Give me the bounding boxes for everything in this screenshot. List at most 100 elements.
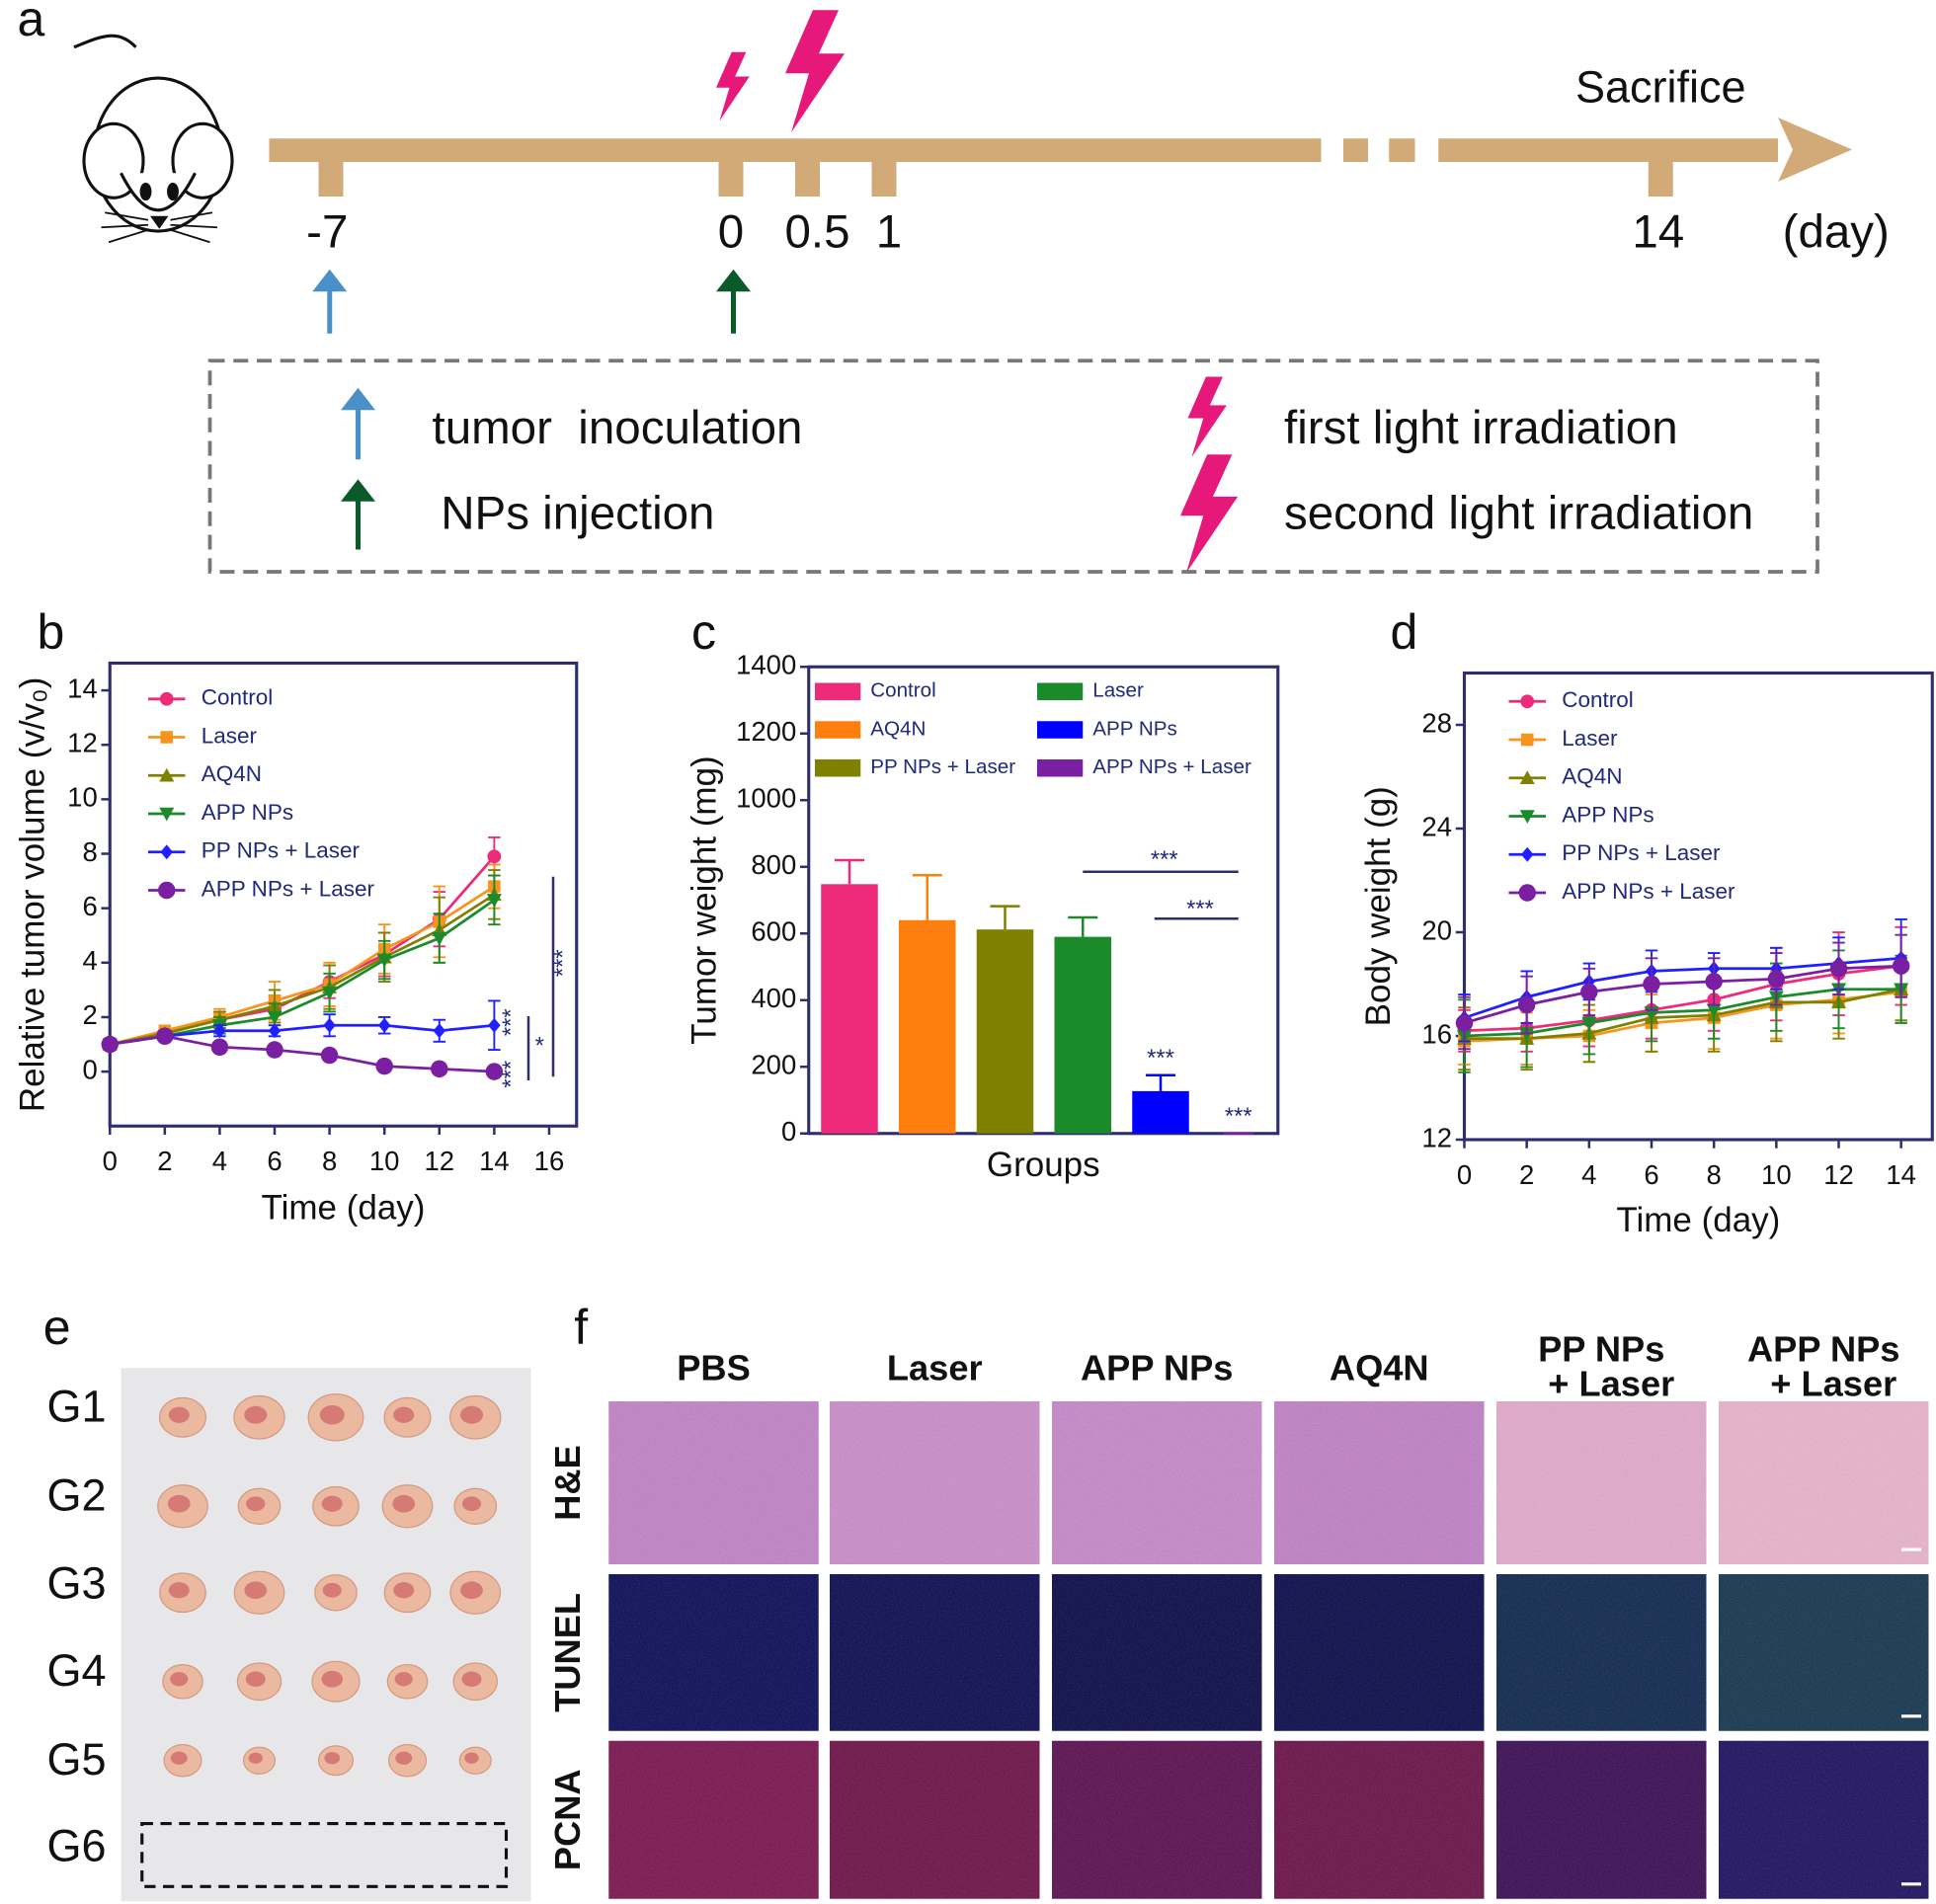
legend-label: AQ4N (202, 761, 262, 786)
plot-frame (1462, 671, 1934, 1142)
tumor-spot (322, 1582, 342, 1598)
y-tick-label: 12 (67, 727, 98, 757)
marker (376, 953, 392, 968)
marker (1643, 975, 1660, 993)
legend-label: APP NPs (202, 800, 293, 825)
micrograph-texture (1052, 1740, 1262, 1899)
legend-label: APP NPs + Laser (1562, 879, 1735, 904)
x-tick-label: 6 (267, 1146, 282, 1176)
row-header: PCNA (547, 1769, 588, 1870)
y-tick-label: 24 (1421, 811, 1452, 841)
legend-swatch (815, 721, 861, 739)
y-tick-label: 28 (1421, 707, 1452, 738)
tumor-spot (464, 1752, 479, 1764)
marker (487, 849, 502, 864)
marker (1705, 973, 1723, 991)
series-line (1464, 988, 1901, 1038)
error-bar (835, 858, 864, 885)
tumor-spot (394, 1672, 413, 1687)
y-tick-label: 0 (82, 1054, 97, 1084)
legend-label: APP NPs (1562, 802, 1654, 827)
micrograph-texture (1274, 1574, 1485, 1731)
timeline-tick: 0 (718, 205, 744, 258)
marker (488, 1017, 501, 1033)
marker (101, 1035, 119, 1054)
series-line (110, 1023, 495, 1046)
legend-marker (160, 731, 173, 744)
group-label: G2 (46, 1470, 106, 1521)
panel-label: e (43, 1300, 71, 1355)
group-label: G4 (46, 1645, 106, 1696)
micrograph-texture (1719, 1401, 1929, 1564)
tumor-spot (461, 1496, 482, 1512)
x-tick-label: 14 (479, 1146, 510, 1176)
tumor-spot (248, 1752, 263, 1764)
error-bar (1146, 1073, 1175, 1091)
timeline-tick: -7 (306, 205, 348, 258)
legend-swatch (815, 759, 861, 777)
column-header: PP NPs (1538, 1329, 1664, 1370)
tumor-spot (395, 1751, 413, 1765)
legend-box (207, 358, 1819, 574)
marker (323, 1017, 336, 1033)
legend-label: APP NPs + Laser (202, 876, 375, 901)
legend-text: tumor inoculation (433, 402, 803, 454)
micrograph-texture (1719, 1574, 1929, 1731)
y-axis-title: Tumor weight (mg) (685, 755, 723, 1044)
legend-marker (159, 767, 175, 782)
bar (1054, 936, 1111, 1134)
legend-marker (1519, 770, 1535, 784)
marker (1767, 970, 1786, 988)
x-tick-label: 2 (1519, 1159, 1534, 1190)
legend-marker (1520, 694, 1535, 709)
legend-label: Laser (1092, 679, 1144, 702)
row-header: TUNEL (547, 1593, 588, 1712)
series-line (110, 1034, 495, 1073)
plot-frame (108, 661, 579, 1128)
x-tick-label: 2 (157, 1146, 172, 1176)
legend-marker (158, 881, 176, 900)
marker (266, 1041, 283, 1059)
group-label: G6 (46, 1821, 106, 1871)
y-axis-title: Body weight (g) (1359, 786, 1398, 1026)
x-tick-label: 16 (534, 1146, 565, 1176)
micrograph-texture (608, 1740, 819, 1899)
x-tick-label: 0 (103, 1146, 118, 1176)
tumor-spot (170, 1672, 189, 1687)
marker (432, 931, 447, 946)
timeline-end-label: Sacrifice (1575, 61, 1746, 112)
light-bolts (716, 10, 1239, 574)
significance-label: *** (498, 1061, 524, 1088)
legend-marker (160, 844, 173, 860)
marker (1580, 983, 1598, 1001)
bar (899, 919, 956, 1134)
marker (1455, 1014, 1474, 1032)
y-tick-label: 20 (1421, 914, 1452, 945)
marker (1892, 957, 1910, 975)
panel-label: f (574, 1300, 588, 1355)
legend-marker (1518, 884, 1536, 902)
tumor-spot (461, 1671, 482, 1687)
x-tick-label: 10 (369, 1146, 400, 1176)
y-tick-label: 16 (1421, 1018, 1452, 1049)
series-line (1464, 956, 1901, 1019)
row-header: H&E (547, 1445, 588, 1521)
tumor-spot (168, 1582, 190, 1599)
tumor-spot (321, 1495, 343, 1512)
timeline-tick: 1 (876, 205, 902, 258)
marker (320, 1046, 339, 1065)
legend-label: Laser (202, 723, 258, 748)
y-tick-label: 14 (67, 673, 98, 703)
timeline-tick: 0.5 (784, 205, 849, 258)
legend-swatch (815, 682, 861, 700)
plot-frame (807, 665, 1280, 1136)
x-axis-title: Groups (987, 1146, 1100, 1184)
marker (431, 1060, 448, 1078)
column-header: APP NPs (1081, 1347, 1233, 1388)
significance-label: * (535, 1033, 544, 1060)
legend-label: PP NPs + Laser (202, 838, 361, 863)
tumor-spot (392, 1494, 416, 1513)
x-tick-label: 6 (1644, 1159, 1658, 1190)
tumor-photo (121, 1368, 531, 1902)
timeline-tick: 14 (1632, 205, 1684, 258)
